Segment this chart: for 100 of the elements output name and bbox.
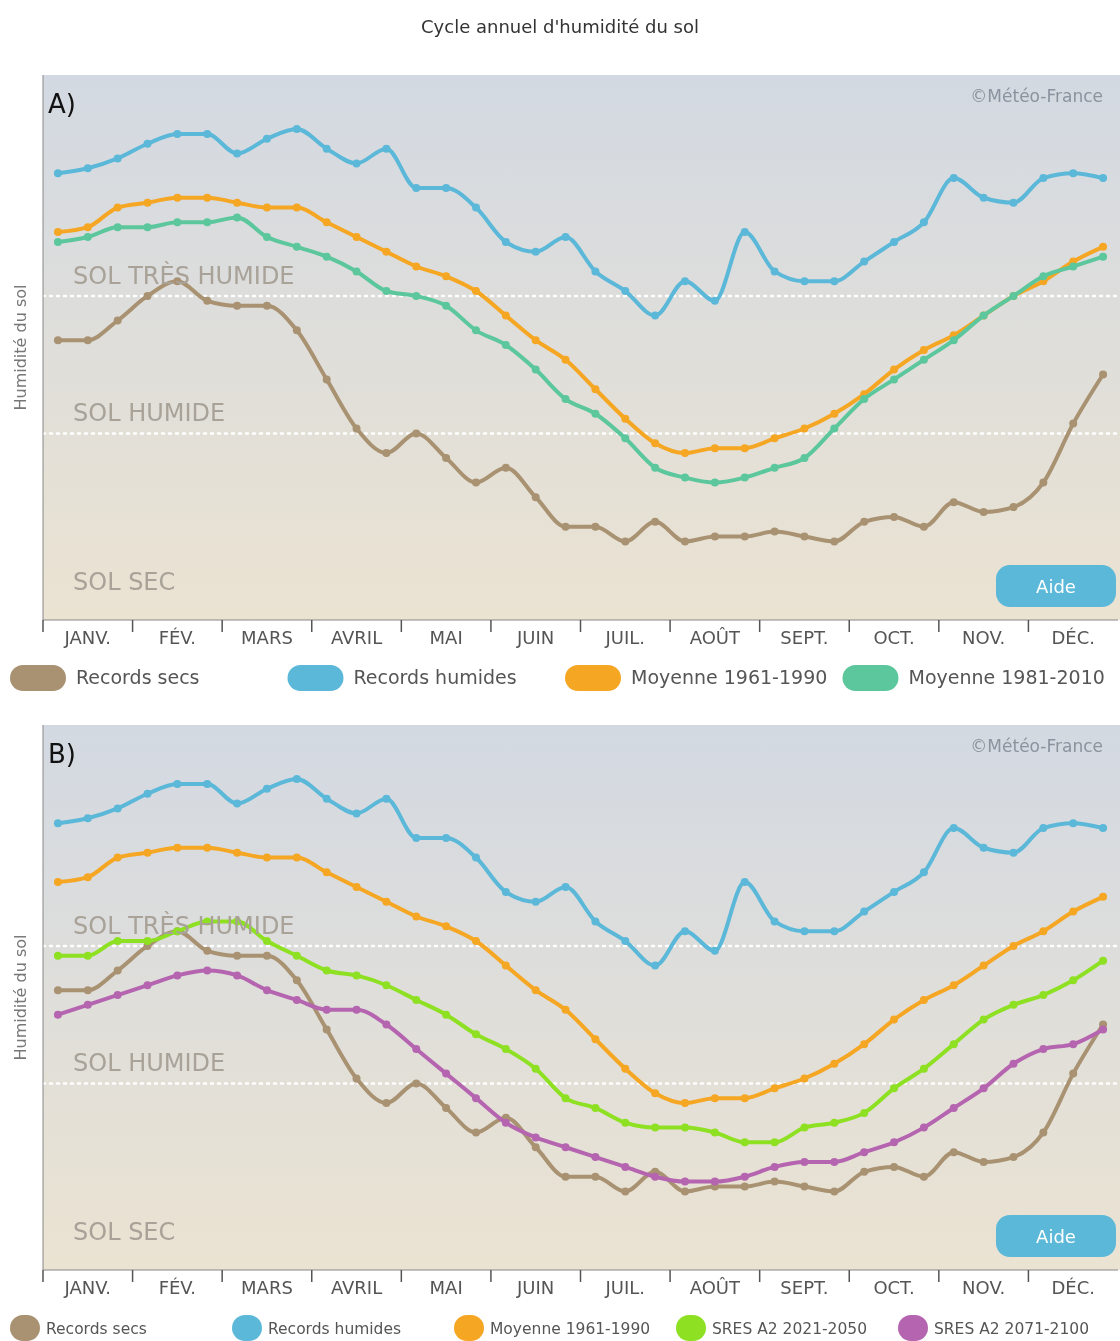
point <box>83 233 92 242</box>
point <box>382 981 391 990</box>
point <box>233 799 242 808</box>
point <box>800 453 809 462</box>
x-tick-label: MAI <box>429 1277 463 1298</box>
point <box>262 784 271 793</box>
point <box>531 365 540 374</box>
point <box>890 1084 899 1093</box>
point <box>53 951 62 960</box>
point <box>681 449 690 458</box>
point <box>949 336 958 345</box>
help-button: Aide <box>996 565 1116 607</box>
x-tick-label: JUIL. <box>604 1277 646 1298</box>
point <box>890 887 899 896</box>
point <box>352 1074 361 1083</box>
point <box>1099 370 1108 379</box>
point <box>233 301 242 310</box>
point <box>83 873 92 882</box>
point <box>1069 262 1078 271</box>
point <box>621 1064 630 1073</box>
point <box>382 897 391 906</box>
point <box>890 365 899 374</box>
point <box>591 1035 600 1044</box>
point <box>561 1143 570 1152</box>
point <box>412 833 421 842</box>
point <box>442 922 451 931</box>
point <box>621 937 630 946</box>
point <box>591 1103 600 1112</box>
point <box>262 134 271 143</box>
point <box>442 453 451 462</box>
legend-label: Records humides <box>353 666 517 688</box>
point <box>1099 824 1108 833</box>
point <box>412 183 421 192</box>
point <box>233 213 242 222</box>
point <box>203 843 212 852</box>
point <box>591 522 600 531</box>
point <box>1099 1025 1108 1034</box>
point <box>322 1005 331 1014</box>
point <box>740 228 749 237</box>
point <box>740 473 749 482</box>
point <box>979 193 988 202</box>
point <box>322 375 331 384</box>
point <box>203 193 212 202</box>
point <box>143 937 152 946</box>
point <box>412 429 421 438</box>
point <box>352 1005 361 1014</box>
point <box>591 1153 600 1162</box>
annotation: Aide <box>1036 1226 1076 1247</box>
point <box>292 203 301 212</box>
point <box>382 1020 391 1029</box>
x-tick-label: OCT. <box>873 1277 915 1298</box>
point <box>919 218 928 227</box>
legend-label: Records humides <box>268 1320 402 1338</box>
x-tick-label: AOÛT <box>689 1277 742 1298</box>
point <box>830 1187 839 1196</box>
point <box>651 463 660 472</box>
x-tick-label: SEPT. <box>780 1277 829 1298</box>
point <box>770 527 779 536</box>
point <box>979 507 988 516</box>
point <box>352 809 361 818</box>
point <box>1099 252 1108 261</box>
help-button: Aide <box>996 1215 1116 1257</box>
point <box>800 1074 809 1083</box>
point <box>561 1172 570 1181</box>
x-tick-label: MAI <box>429 627 463 648</box>
point <box>83 951 92 960</box>
point <box>113 966 122 975</box>
point <box>531 493 540 502</box>
point <box>651 961 660 970</box>
point <box>531 1143 540 1152</box>
point <box>979 961 988 970</box>
point <box>740 1138 749 1147</box>
point <box>292 775 301 784</box>
legend-label: Records secs <box>46 1320 147 1338</box>
point <box>53 237 62 246</box>
legend-label: Moyenne 1961-1990 <box>490 1320 651 1338</box>
point <box>113 223 122 232</box>
annotation: Aide <box>1036 576 1076 597</box>
point <box>561 1005 570 1014</box>
point <box>262 301 271 310</box>
point <box>203 218 212 227</box>
x-tick-label: DÉC. <box>1051 1277 1095 1298</box>
point <box>949 174 958 183</box>
point <box>919 1064 928 1073</box>
point <box>740 1182 749 1191</box>
point <box>830 409 839 418</box>
ref-line-label: SOL HUMIDE <box>73 1049 226 1078</box>
point <box>292 995 301 1004</box>
point <box>292 125 301 134</box>
point <box>203 966 212 975</box>
point <box>203 129 212 138</box>
point <box>591 385 600 394</box>
point <box>800 532 809 541</box>
point <box>770 434 779 443</box>
point <box>830 424 839 433</box>
point <box>561 883 570 892</box>
point <box>531 247 540 256</box>
point <box>621 287 630 296</box>
point <box>681 1123 690 1132</box>
point <box>352 267 361 276</box>
